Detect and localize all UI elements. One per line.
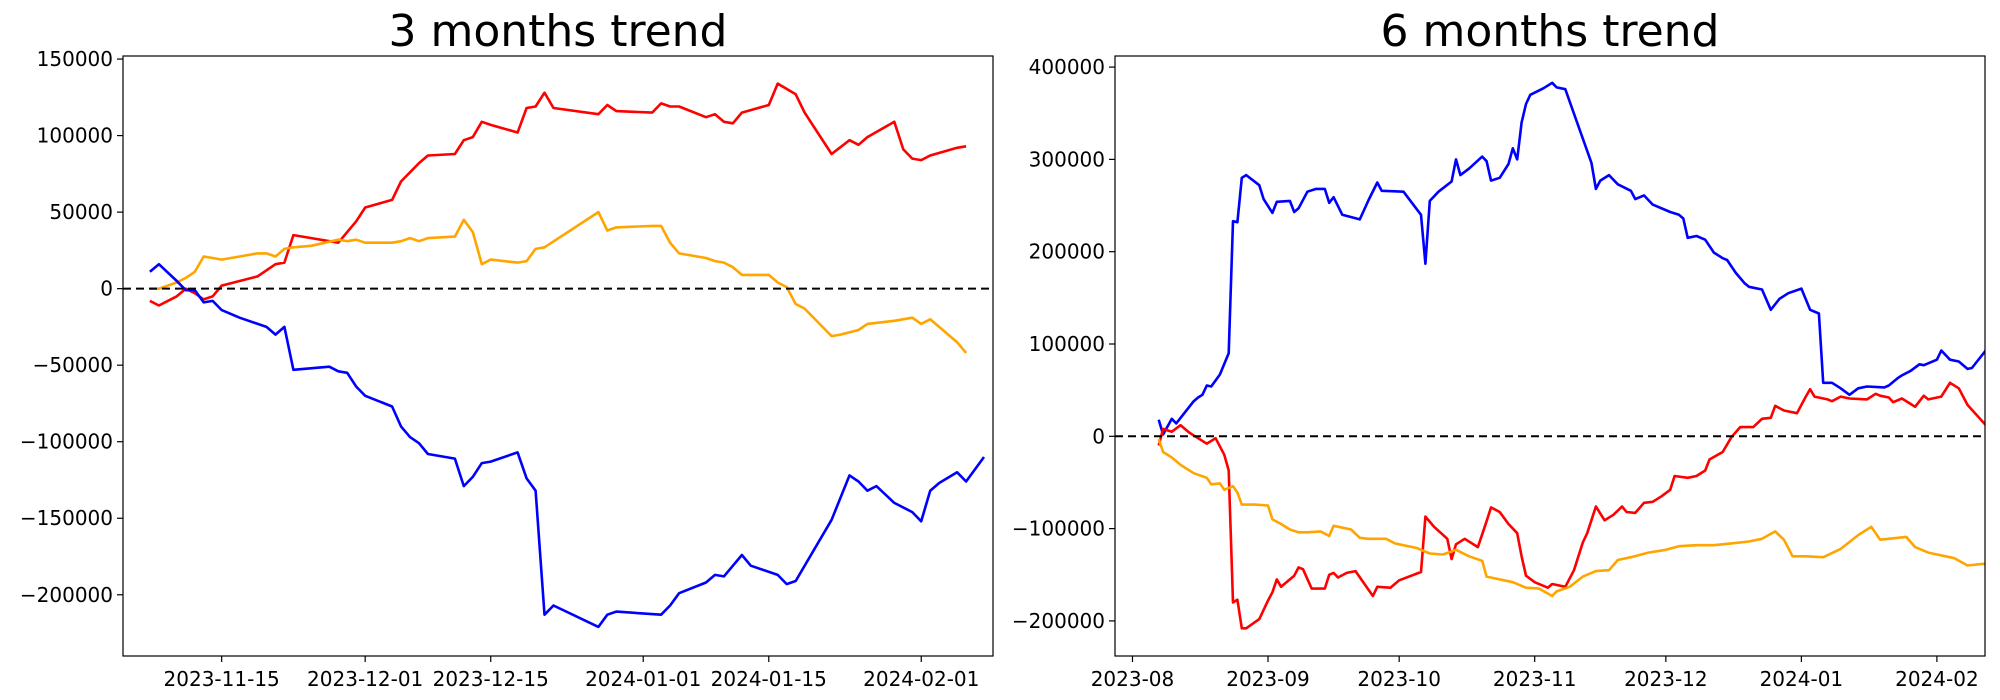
series-line-1 bbox=[1157, 81, 1985, 436]
y-tick-label: −200000 bbox=[1012, 609, 1105, 633]
x-tick-label: 2024-01-15 bbox=[711, 667, 827, 691]
plot-area-frame bbox=[122, 55, 994, 657]
x-tick-label: 2023-09 bbox=[1226, 667, 1310, 691]
x-tick-label: 2024-01-01 bbox=[585, 667, 701, 691]
y-tick-label: 100000 bbox=[37, 124, 113, 148]
x-tick-label: 2023-12 bbox=[1624, 667, 1708, 691]
y-tick-label: 0 bbox=[1092, 424, 1105, 448]
x-tick-label: 2023-12-01 bbox=[307, 667, 423, 691]
y-tick-label: 300000 bbox=[1029, 147, 1105, 171]
y-tick-label: 200000 bbox=[1029, 240, 1105, 264]
chart-6-months-trend: 6 months trend 400000 300000 200000 100000 0… bbox=[1012, 6, 1986, 691]
y-tick-label: 150000 bbox=[37, 47, 113, 71]
axes-layer bbox=[122, 55, 994, 657]
y-tick-label: −150000 bbox=[20, 506, 113, 530]
y-tick-label: −200000 bbox=[20, 583, 113, 607]
x-tick-label: 2024-02 bbox=[1895, 667, 1979, 691]
plot-area-frame bbox=[1114, 55, 1986, 657]
y-tick-label: 0 bbox=[100, 277, 113, 301]
y-tick-label: −50000 bbox=[33, 353, 113, 377]
chart-title: 3 months trend bbox=[389, 6, 728, 57]
series-line-2 bbox=[149, 210, 968, 354]
ticks-layer: 150000 100000 50000 0 −50000 −100000 −150000 −2… bbox=[20, 47, 979, 691]
chart-3-months-trend: 3 months trend 150000 100000 50000 0 −50000 −… bbox=[20, 6, 994, 691]
series-line-1 bbox=[149, 82, 967, 307]
series-layer bbox=[149, 82, 986, 629]
y-tick-label: 100000 bbox=[1029, 332, 1105, 356]
x-tick-label: 2023-08 bbox=[1091, 667, 1175, 691]
axes-layer bbox=[1114, 55, 1986, 657]
series-line-3 bbox=[149, 262, 986, 629]
x-tick-label: 2023-11 bbox=[1493, 667, 1577, 691]
y-tick-label: −100000 bbox=[1012, 517, 1105, 541]
series-line-3 bbox=[1157, 438, 1985, 598]
chart-title: 6 months trend bbox=[1381, 6, 1720, 57]
y-tick-label: 50000 bbox=[49, 200, 113, 224]
x-tick-label: 2024-02-01 bbox=[863, 667, 979, 691]
x-tick-label: 2024-01 bbox=[1760, 667, 1844, 691]
x-tick-label: 2023-12-15 bbox=[433, 667, 549, 691]
series-line-2 bbox=[1157, 381, 1985, 630]
ticks-layer: 400000 300000 200000 100000 0 −100000 −200000 2… bbox=[1012, 55, 1979, 691]
x-tick-label: 2023-11-15 bbox=[164, 667, 280, 691]
x-tick-label: 2023-10 bbox=[1357, 667, 1441, 691]
y-tick-label: 400000 bbox=[1029, 55, 1105, 79]
series-layer bbox=[1157, 81, 1985, 630]
y-tick-label: −100000 bbox=[20, 430, 113, 454]
